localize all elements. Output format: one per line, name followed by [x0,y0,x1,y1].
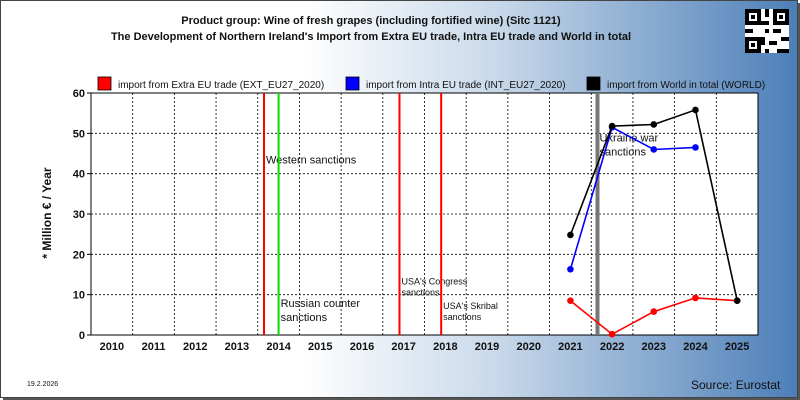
event-label: sanctions [281,312,328,324]
event-lines: Western sanctions Russian counter sanction… [263,93,659,335]
x-tick-label: 2021 [558,341,582,353]
series-line [569,126,696,270]
x-tick-label: 2012 [183,341,207,353]
x-tick-label: 2023 [642,341,666,353]
y-tick-label: 30 [73,209,85,221]
data-point [733,297,741,305]
x-tick-label: 2020 [516,341,540,353]
event-label: sanctions [443,312,482,322]
data-point [567,297,574,305]
y-tick-label: 10 [73,290,85,302]
data-point [567,265,574,273]
legend: import from Extra EU trade (EXT_EU27_202… [97,76,765,91]
event-label: USA's Skribal [443,301,498,311]
event-label: Ukraine war [600,132,659,144]
x-tick-label: 2025 [725,341,749,353]
source-label: Source: Eurostat [691,378,781,392]
x-tick-label: 2011 [142,341,166,353]
x-tick-label: 2018 [433,341,457,353]
date-stamp: 19.2.2026 [27,381,59,388]
x-tick-label: 2019 [475,341,499,353]
event-label: Western sanctions [266,155,357,167]
y-axis-label: * Million € / Year [40,167,54,258]
y-tick-label: 60 [73,88,85,100]
x-tick-label: 2017 [391,341,415,353]
data-point [608,122,616,130]
qr-code-icon [745,9,789,53]
data-point [650,121,658,128]
legend-label: import from Extra EU trade (EXT_EU27_202… [118,80,324,91]
x-tick-label: 2014 [266,341,291,353]
y-tick-label: 0 [79,330,85,342]
event-label: sanctions [600,146,647,158]
legend-label: import from World in total (WORLD) [607,80,765,91]
legend-label: import from Intra EU trade (INT_EU27_202… [366,80,566,91]
data-point [692,144,699,151]
y-tick-label: 20 [73,249,85,261]
chart-title: Product group: Wine of fresh grapes (inc… [181,15,561,27]
gridlines [91,93,758,335]
x-tick-label: 2015 [308,341,332,353]
y-tick-label: 40 [73,169,85,181]
data-point [567,231,574,239]
data-point [692,294,699,302]
x-axis: 2010 2011 2012 2013 2014 2015 2016 2017 2018 2019… [100,341,750,353]
chart-subtitle: The Development of Northern Ireland's Im… [110,31,632,43]
x-tick-label: 2013 [225,341,249,353]
x-tick-label: 2024 [683,341,708,353]
data-series [567,106,741,338]
x-tick-label: 2010 [100,341,124,353]
legend-swatch [586,76,601,91]
event-label: sanctions [401,288,440,298]
x-tick-label: 2016 [350,341,374,353]
y-axis: 0 10 20 30 40 50 60 [73,88,91,342]
data-point [650,308,658,315]
legend-swatch [345,76,360,91]
legend-swatch [97,76,112,91]
data-point [608,330,616,338]
data-point [650,146,658,153]
y-tick-label: 50 [73,128,85,140]
event-label: USA's Congress [401,277,467,287]
chart-titles: Product group: Wine of fresh grapes (inc… [1,13,741,45]
data-point [692,106,699,114]
x-tick-label: 2022 [600,341,624,353]
event-label: Russian counter [281,298,361,310]
